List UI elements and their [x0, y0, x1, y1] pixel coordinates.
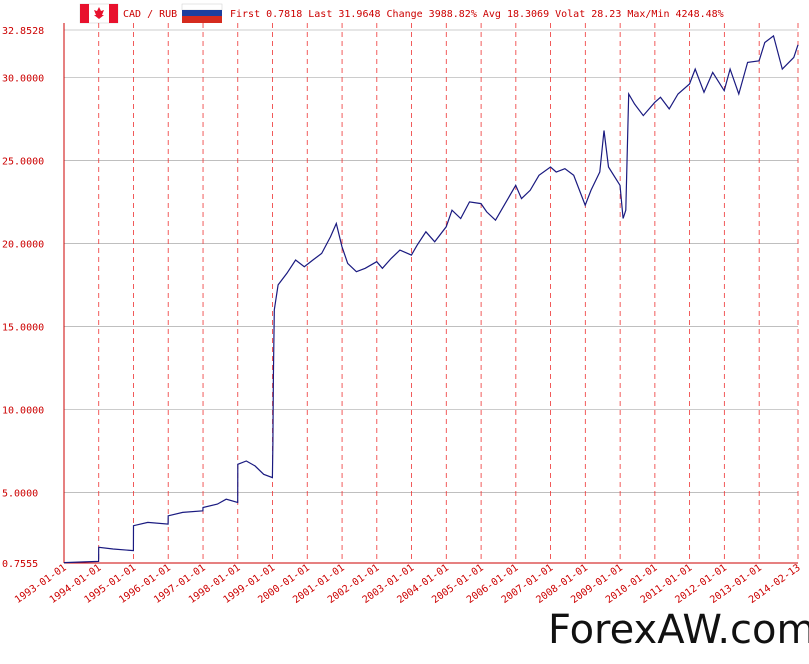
watermark: ForexAW.com	[548, 607, 809, 653]
y-tick-label: 5.0000	[2, 489, 38, 500]
y-tick-label: 20.0000	[2, 239, 44, 250]
y-tick-label: 32.8528	[2, 26, 44, 37]
y-tick-label: 0.7555	[2, 559, 38, 570]
stats-summary: First 0.7818 Last 31.9648 Change 3988.82…	[230, 9, 724, 20]
russia-flag-icon	[181, 3, 223, 23]
y-axis-ticks: 0.7555 5.0000 10.0000 15.0000 20.0000 25.0000…	[2, 26, 44, 570]
series-line	[63, 34, 799, 564]
y-tick-label: 15.0000	[2, 322, 44, 333]
y-tick-label: 30.0000	[2, 73, 44, 84]
currency-pair-label: CAD / RUB	[123, 9, 177, 20]
grid	[63, 23, 799, 564]
y-tick-label: 10.0000	[2, 405, 44, 416]
y-tick-label: 25.0000	[2, 156, 44, 167]
x-axis-ticks: 1993-01-011994-01-011995-01-011996-01-01…	[13, 562, 803, 606]
canada-flag-icon	[79, 3, 119, 24]
